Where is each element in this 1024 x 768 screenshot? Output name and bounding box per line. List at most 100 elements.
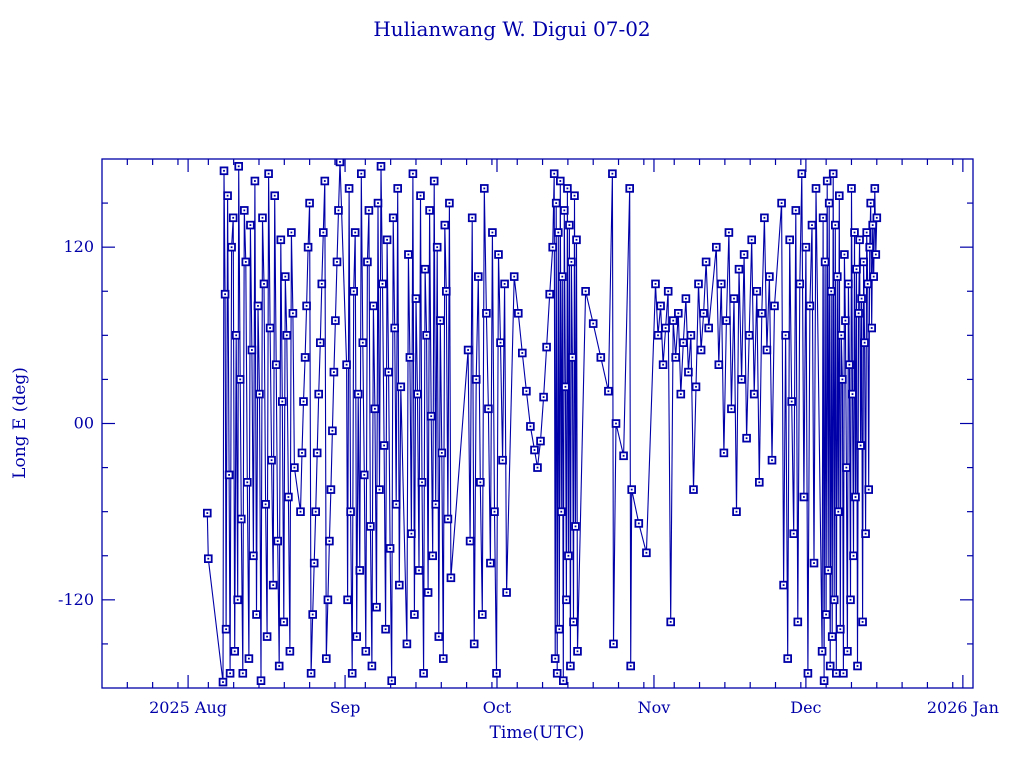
data-point-marker-dot bbox=[473, 643, 476, 645]
data-point-marker-dot bbox=[439, 319, 442, 322]
data-point-marker-dot bbox=[659, 305, 662, 307]
data-point-marker-dot bbox=[254, 180, 256, 182]
data-point-marker-dot bbox=[229, 672, 231, 675]
data-point-marker-dot bbox=[244, 261, 247, 263]
data-series-line bbox=[206, 161, 878, 683]
data-point-marker-dot bbox=[322, 231, 325, 234]
data-point-marker-dot bbox=[542, 396, 545, 398]
data-point-marker-dot bbox=[674, 356, 677, 359]
x-tick-label: 2026 Jan bbox=[927, 698, 999, 717]
data-point-marker-dot bbox=[768, 275, 771, 278]
data-point-marker-dot bbox=[829, 665, 832, 667]
data-point-marker-dot bbox=[339, 161, 341, 163]
data-point-marker-dot bbox=[278, 665, 281, 667]
data-point-marker-dot bbox=[866, 283, 869, 285]
data-point-marker-dot bbox=[289, 650, 291, 653]
data-point-marker-dot bbox=[287, 496, 290, 498]
data-point-marker-dot bbox=[450, 576, 452, 579]
data-point-marker-dot bbox=[845, 466, 848, 469]
data-point-marker-dot bbox=[821, 650, 823, 653]
data-point-marker-dot bbox=[611, 172, 614, 175]
data-point-marker-dot bbox=[782, 584, 785, 586]
data-point-marker-dot bbox=[447, 518, 449, 520]
data-point-marker-dot bbox=[567, 554, 570, 557]
data-point-marker-dot bbox=[560, 510, 563, 513]
data-point-marker-dot bbox=[822, 216, 824, 219]
data-point-marker-dot bbox=[702, 312, 705, 315]
data-point-marker-dot bbox=[240, 518, 243, 520]
data-point-marker-dot bbox=[243, 209, 246, 212]
data-point-marker-dot bbox=[228, 474, 230, 476]
data-point-marker-dot bbox=[237, 165, 240, 168]
data-point-marker-dot bbox=[798, 283, 801, 285]
data-point-marker-dot bbox=[844, 319, 847, 322]
data-point-marker-dot bbox=[424, 268, 426, 271]
data-point-marker-dot bbox=[275, 363, 278, 366]
data-point-marker-dot bbox=[743, 253, 745, 256]
data-point-marker-dot bbox=[378, 488, 381, 491]
data-point-marker-dot bbox=[273, 194, 276, 197]
data-point-marker-dot bbox=[811, 224, 813, 226]
data-point-marker-dot bbox=[304, 356, 306, 359]
data-point-marker-dot bbox=[695, 385, 697, 388]
data-point-marker-dot bbox=[865, 231, 868, 234]
x-tick-label: Dec bbox=[790, 698, 821, 717]
data-point-marker-dot bbox=[207, 557, 210, 560]
data-point-marker-dot bbox=[501, 459, 504, 462]
data-point-marker-dot bbox=[387, 371, 390, 373]
data-point-marker-dot bbox=[317, 393, 320, 395]
data-point-marker-dot bbox=[260, 679, 262, 682]
data-point-markers bbox=[202, 159, 882, 687]
data-point-marker-dot bbox=[430, 415, 433, 418]
data-point-marker-dot bbox=[654, 283, 657, 285]
data-point-marker-dot bbox=[842, 672, 845, 675]
data-point-marker-dot bbox=[224, 293, 226, 296]
data-point-marker-dot bbox=[334, 319, 337, 322]
data-point-marker-dot bbox=[563, 209, 566, 212]
data-point-marker-dot bbox=[418, 569, 420, 572]
data-point-marker-dot bbox=[266, 635, 268, 638]
data-point-marker-dot bbox=[467, 349, 469, 351]
data-point-marker-dot bbox=[336, 261, 338, 263]
data-point-marker-dot bbox=[355, 635, 358, 638]
data-point-marker-dot bbox=[406, 643, 408, 645]
data-point-marker-dot bbox=[328, 540, 331, 542]
data-point-marker-dot bbox=[738, 268, 740, 271]
data-point-marker-dot bbox=[728, 231, 730, 234]
data-point-marker-dot bbox=[327, 598, 329, 601]
data-point-marker-dot bbox=[386, 238, 388, 241]
data-point-marker-dot bbox=[875, 216, 878, 219]
data-point-marker-dot bbox=[794, 209, 797, 212]
data-point-marker-dot bbox=[615, 422, 617, 425]
data-point-marker-dot bbox=[824, 261, 826, 263]
data-point-marker-dot bbox=[360, 172, 363, 175]
data-point-marker-dot bbox=[558, 628, 561, 631]
data-point-marker-dot bbox=[748, 334, 751, 337]
data-point-marker-dot bbox=[664, 327, 667, 329]
plot-frame bbox=[101, 158, 974, 689]
data-point-marker-dot bbox=[834, 224, 837, 226]
data-point-marker-dot bbox=[873, 187, 876, 190]
data-point-marker-dot bbox=[792, 532, 795, 535]
data-point-marker-dot bbox=[572, 621, 575, 623]
data-point-marker-dot bbox=[669, 621, 672, 623]
data-point-marker-dot bbox=[707, 327, 710, 329]
data-point-marker-dot bbox=[872, 275, 875, 278]
data-point-marker-dot bbox=[421, 481, 423, 484]
data-point-marker-dot bbox=[645, 551, 648, 554]
data-point-marker-dot bbox=[833, 598, 836, 601]
data-point-marker-dot bbox=[803, 496, 805, 498]
data-point-marker-dot bbox=[584, 290, 587, 293]
data-point-marker-dot bbox=[796, 621, 799, 623]
data-point-marker-dot bbox=[740, 378, 743, 381]
data-point-marker-dot bbox=[662, 363, 664, 366]
data-point-marker-dot bbox=[592, 322, 595, 325]
data-point-marker-dot bbox=[333, 371, 335, 373]
data-point-marker-dot bbox=[517, 312, 520, 315]
data-point-marker-dot bbox=[525, 390, 528, 393]
data-point-marker-dot bbox=[807, 672, 809, 675]
data-point-marker-dot bbox=[263, 283, 265, 285]
data-point-marker-dot bbox=[758, 481, 761, 484]
data-point-marker-dot bbox=[366, 261, 369, 263]
data-point-marker-dot bbox=[503, 283, 506, 285]
